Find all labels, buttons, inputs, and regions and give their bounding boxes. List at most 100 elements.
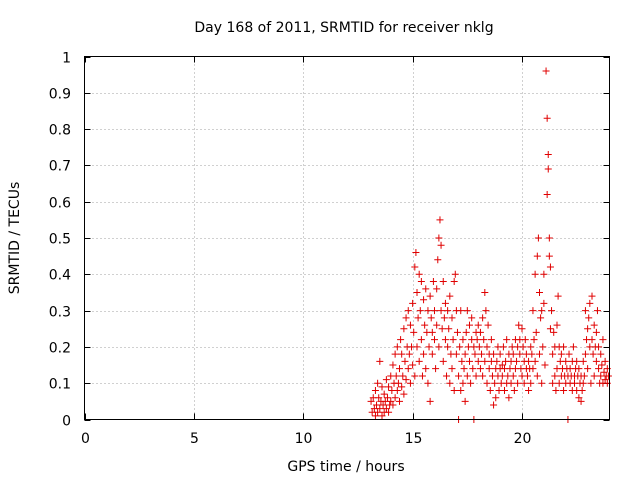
data-point (519, 343, 527, 351)
data-point (590, 321, 598, 329)
data-point (584, 365, 592, 373)
data-point (537, 314, 545, 322)
data-point (458, 357, 466, 365)
data-point (543, 190, 551, 198)
data-point (510, 386, 518, 394)
data-point (604, 372, 612, 380)
data-point (536, 350, 543, 358)
data-point (391, 350, 399, 358)
data-point (523, 372, 531, 380)
data-point (463, 372, 471, 380)
data-point (474, 321, 482, 329)
data-point (539, 343, 547, 351)
x-tick-label: 15 (405, 431, 423, 447)
data-point (542, 67, 550, 75)
data-point (545, 252, 553, 260)
data-point (461, 350, 469, 358)
data-point (444, 307, 452, 315)
data-point (550, 328, 558, 336)
data-point (463, 307, 471, 315)
data-point (445, 325, 453, 333)
data-point (479, 372, 487, 380)
data-point (389, 401, 397, 409)
data-point (545, 234, 553, 242)
data-point (434, 256, 442, 264)
data-point (569, 343, 577, 351)
data-point (527, 343, 535, 351)
y-tick-label: 0.4 (49, 268, 71, 284)
data-point (533, 372, 541, 380)
data-point (431, 307, 438, 315)
data-point (449, 336, 457, 344)
data-point (421, 321, 429, 329)
data-point (397, 336, 405, 344)
y-axis-label: SRMTID / TECUs (7, 182, 23, 295)
data-point (598, 361, 606, 369)
data-point (601, 376, 609, 384)
data-point (544, 165, 552, 173)
data-point (529, 307, 537, 315)
data-point (590, 372, 598, 380)
data-point (551, 372, 559, 380)
data-point (578, 386, 586, 394)
data-point (472, 372, 480, 380)
data-point (476, 365, 484, 373)
data-point (400, 390, 408, 398)
data-point (437, 241, 445, 249)
data-point (411, 263, 419, 271)
y-tick-label: 0.8 (49, 123, 71, 139)
data-point (435, 343, 443, 351)
data-point (433, 285, 441, 293)
data-point (456, 343, 464, 351)
data-point (471, 350, 479, 358)
data-point (374, 379, 382, 387)
data-point (587, 379, 595, 387)
data-point (473, 336, 481, 344)
data-point (475, 343, 483, 351)
plot-frame (84, 56, 610, 420)
data-point (491, 379, 499, 387)
data-point (562, 357, 570, 365)
data-point (444, 343, 452, 351)
data-point (422, 365, 430, 373)
data-point (509, 372, 517, 380)
data-point (518, 325, 526, 333)
data-point (451, 270, 459, 278)
data-point (538, 379, 546, 387)
y-tick-label: 0.9 (49, 87, 71, 103)
x-axis-label: GPS time / hours (287, 459, 404, 475)
data-point (575, 365, 583, 373)
data-point (441, 336, 449, 344)
data-point (481, 288, 489, 296)
data-point (505, 394, 513, 402)
data-point (416, 307, 424, 315)
data-point (446, 292, 454, 300)
data-point (546, 263, 554, 271)
chart-title: Day 168 of 2011, SRMTID for receiver nkl… (194, 20, 493, 36)
data-point (467, 379, 475, 387)
data-point (549, 350, 557, 358)
data-point (404, 365, 412, 373)
data-point (406, 321, 414, 329)
data-point (385, 408, 393, 416)
data-point (378, 412, 386, 420)
data-point (579, 379, 587, 387)
data-point (389, 361, 397, 369)
data-point (532, 328, 540, 336)
data-point (469, 365, 477, 373)
y-tick-label: 0 (62, 414, 71, 430)
data-point (402, 376, 410, 384)
data-point (521, 336, 529, 344)
data-point (417, 336, 425, 344)
data-point (499, 343, 507, 351)
data-point (441, 299, 449, 307)
data-point (548, 307, 556, 315)
y-tick-label: 1 (62, 51, 71, 67)
data-point (525, 357, 533, 365)
data-point (476, 328, 484, 336)
data-points (367, 67, 612, 423)
data-point (536, 288, 543, 296)
data-point (509, 350, 517, 358)
data-point (436, 216, 444, 224)
